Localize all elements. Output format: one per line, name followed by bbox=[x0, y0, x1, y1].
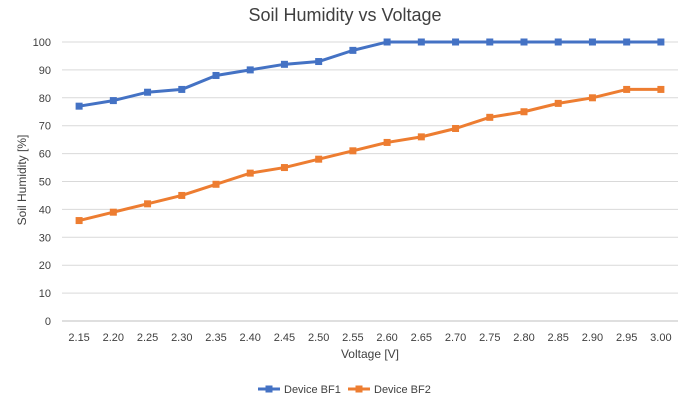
data-point-marker bbox=[623, 85, 631, 93]
x-tick-label: 2.30 bbox=[171, 332, 192, 344]
x-tick-label: 2.45 bbox=[274, 332, 295, 344]
y-axis-ticks: 0 10 20 30 40 50 60 70 80 90 100 bbox=[33, 37, 51, 328]
data-point-marker bbox=[178, 191, 186, 199]
chart-title: Soil Humidity vs Voltage bbox=[248, 5, 441, 25]
y-tick-label: 100 bbox=[33, 37, 51, 49]
x-tick-label: 3.00 bbox=[650, 332, 671, 344]
data-point-marker bbox=[75, 102, 83, 110]
x-tick-label: 2.55 bbox=[342, 332, 363, 344]
data-point-marker bbox=[623, 38, 631, 46]
x-tick-label: 2.60 bbox=[376, 332, 397, 344]
x-tick-label: 2.50 bbox=[308, 332, 329, 344]
y-tick-label: 70 bbox=[39, 121, 51, 133]
data-point-marker bbox=[657, 38, 665, 46]
data-point-marker bbox=[417, 38, 425, 46]
series-line bbox=[77, 40, 663, 108]
y-axis-title: Soil Humidity [%] bbox=[15, 135, 29, 226]
legend: Device BF1 Device BF2 bbox=[258, 384, 431, 396]
y-tick-label: 0 bbox=[45, 316, 51, 328]
x-axis-title: Voltage [V] bbox=[341, 347, 399, 361]
series-line bbox=[77, 87, 663, 223]
data-point-marker bbox=[383, 138, 391, 146]
data-point-marker bbox=[280, 164, 288, 172]
data-point-marker bbox=[315, 58, 323, 66]
data-point-marker bbox=[280, 60, 288, 68]
x-tick-label: 2.20 bbox=[103, 332, 124, 344]
legend-swatch-marker bbox=[265, 385, 273, 393]
y-tick-label: 20 bbox=[39, 260, 51, 272]
legend-label: Device BF1 bbox=[284, 384, 341, 396]
data-point-marker bbox=[554, 99, 562, 107]
series-1 bbox=[75, 38, 665, 110]
x-tick-label: 2.35 bbox=[205, 332, 226, 344]
data-point-marker bbox=[452, 38, 460, 46]
data-point-marker bbox=[144, 200, 152, 208]
legend-item: Device BF1 bbox=[258, 384, 341, 396]
x-tick-label: 2.75 bbox=[479, 332, 500, 344]
data-point-marker bbox=[178, 85, 186, 93]
series-2 bbox=[75, 85, 665, 225]
y-tick-label: 80 bbox=[39, 93, 51, 105]
x-tick-label: 2.15 bbox=[68, 332, 89, 344]
x-axis-ticks: 2.15 2.20 2.25 2.30 2.35 2.40 2.45 2.50 2.55 2.60… bbox=[68, 332, 671, 344]
x-tick-label: 2.40 bbox=[240, 332, 261, 344]
data-point-marker bbox=[486, 38, 494, 46]
x-tick-label: 2.65 bbox=[411, 332, 432, 344]
data-point-marker bbox=[520, 108, 528, 116]
data-point-marker bbox=[554, 38, 562, 46]
y-tick-label: 50 bbox=[39, 177, 51, 189]
y-tick-label: 90 bbox=[39, 65, 51, 77]
data-point-marker bbox=[109, 97, 117, 105]
data-point-marker bbox=[520, 38, 528, 46]
data-point-marker bbox=[349, 46, 357, 54]
data-point-marker bbox=[246, 169, 254, 177]
data-point-marker bbox=[246, 66, 254, 74]
data-point-marker bbox=[349, 147, 357, 155]
x-tick-label: 2.95 bbox=[616, 332, 637, 344]
x-tick-label: 2.70 bbox=[445, 332, 466, 344]
data-point-marker bbox=[417, 133, 425, 141]
data-point-marker bbox=[315, 155, 323, 163]
y-tick-label: 30 bbox=[39, 232, 51, 244]
y-tick-label: 60 bbox=[39, 149, 51, 161]
x-tick-label: 2.85 bbox=[548, 332, 569, 344]
data-point-marker bbox=[144, 88, 152, 96]
x-tick-label: 2.90 bbox=[582, 332, 603, 344]
data-point-marker bbox=[486, 113, 494, 121]
y-tick-label: 10 bbox=[39, 288, 51, 300]
data-point-marker bbox=[212, 180, 220, 188]
data-point-marker bbox=[383, 38, 391, 46]
y-tick-label: 40 bbox=[39, 204, 51, 216]
data-point-marker bbox=[588, 94, 596, 102]
data-point-marker bbox=[109, 208, 117, 216]
legend-item: Device BF2 bbox=[348, 384, 431, 396]
series-group bbox=[75, 38, 665, 225]
legend-label: Device BF2 bbox=[374, 384, 431, 396]
x-tick-label: 2.80 bbox=[513, 332, 534, 344]
data-point-marker bbox=[657, 85, 665, 93]
data-point-marker bbox=[212, 71, 220, 79]
legend-swatch-marker bbox=[355, 385, 363, 393]
data-point-marker bbox=[75, 217, 83, 225]
x-tick-label: 2.25 bbox=[137, 332, 158, 344]
data-point-marker bbox=[452, 124, 460, 132]
data-point-marker bbox=[588, 38, 596, 46]
